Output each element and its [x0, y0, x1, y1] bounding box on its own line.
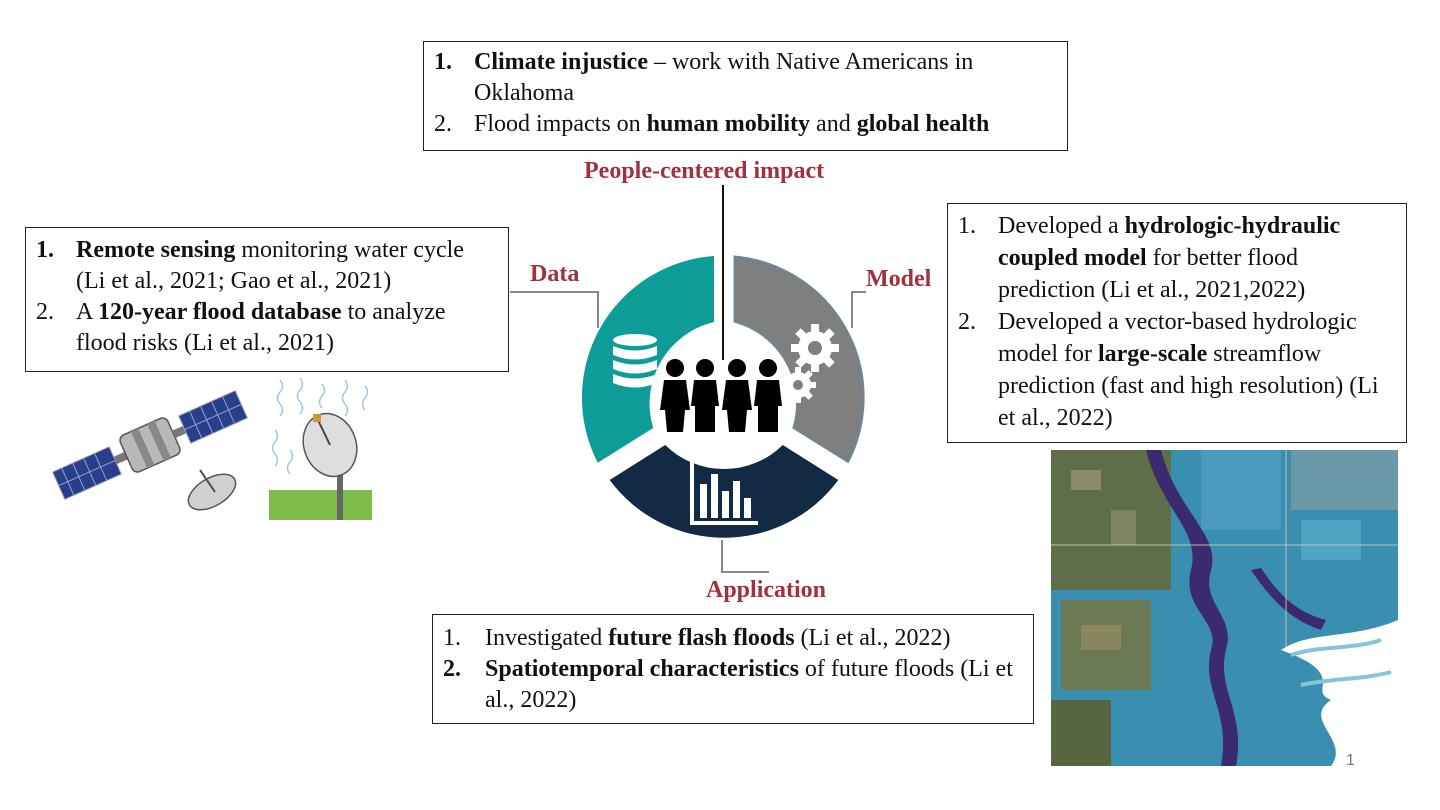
application-label: Application [706, 577, 827, 603]
satellite-icon [51, 389, 249, 511]
data-box: 1. Remote sensing monitoring water cycle… [25, 227, 509, 372]
item-text: Developed a [998, 213, 1125, 239]
item-text: monitoring water cycle (Li et al., 2021;… [76, 237, 464, 294]
item-text: A [76, 299, 99, 325]
item-bold-text: 120-year flood database [98, 299, 342, 325]
item-bold-text: future flash floods [608, 625, 795, 651]
item-text: Flood impacts on [474, 111, 647, 137]
model-label: Model [866, 266, 932, 292]
item-bold-text: Remote sensing [76, 237, 236, 263]
people-impact-label: People-centered impact [584, 158, 825, 184]
gears-icon [780, 324, 839, 403]
item-bold-text: Climate injustice [474, 49, 648, 75]
item-number: 1. [443, 625, 461, 651]
list-item: 1. Developed a hydrologic-hydraulic coup… [958, 210, 1396, 306]
flood-map-image [1051, 450, 1398, 766]
item-number: 2. [958, 309, 976, 335]
data-connector [510, 291, 599, 328]
item-text: (Li et al., 2022) [794, 625, 951, 651]
model-connector [851, 291, 866, 328]
list-item: 1. Remote sensing monitoring water cycle… [36, 235, 498, 297]
item-number: 2. [434, 111, 452, 137]
list-item: 2. Spatiotemporal characteristics of fut… [443, 654, 1023, 716]
item-text: Investigated [485, 625, 609, 651]
item-bold-text: Spatiotemporal characteristics [485, 656, 799, 682]
data-segment [581, 256, 714, 463]
item-text: for better flood prediction (Li et al., … [998, 245, 1306, 303]
radar-dish-icon [269, 377, 372, 520]
list-item: 1. Investigated future flash floods (Li … [443, 623, 1023, 654]
bar-chart-icon [690, 460, 758, 525]
list-item: 2. A 120-year flood database to analyze … [36, 297, 498, 359]
item-text: Developed a vector-based hydrologic mode… [998, 309, 1357, 367]
database-icon [613, 334, 657, 388]
list-item: 1. Climate injustice – work with Native … [434, 47, 1057, 109]
item-number: 1. [434, 49, 452, 75]
item-bold-text: large-scale [1097, 341, 1208, 367]
item-number: 1. [36, 237, 54, 263]
connector-lines [510, 291, 866, 573]
people-icon [660, 359, 782, 432]
page-number: 1 [1346, 752, 1355, 769]
model-box: 1. Developed a hydrologic-hydraulic coup… [947, 203, 1407, 443]
list-item: 2. Developed a vector-based hydrologic m… [958, 306, 1396, 434]
people-impact-box: 1. Climate injustice – work with Native … [423, 41, 1068, 151]
item-number: 1. [958, 213, 976, 239]
application-box: 1. Investigated future flash floods (Li … [432, 614, 1034, 724]
data-label: Data [530, 261, 580, 287]
item-bold-text: hydrologic-hydraulic coupled model [998, 213, 1341, 271]
item-bold-text: human mobility [646, 111, 811, 137]
item-text: of future floods (Li et al., 2022) [485, 656, 1013, 713]
item-text: – work with Native Americans in Oklahoma [474, 49, 974, 106]
list-item: 2. Flood impacts on human mobility and g… [434, 109, 1057, 140]
item-text: to analyze flood risks (Li et al., 2021) [76, 299, 446, 356]
application-connector [721, 540, 769, 573]
item-number: 2. [36, 299, 54, 325]
item-number: 2. [443, 656, 461, 682]
item-text: and [810, 111, 857, 137]
item-text: streamflow prediction (fast and high res… [998, 341, 1379, 431]
item-bold-text: global health [856, 111, 990, 137]
